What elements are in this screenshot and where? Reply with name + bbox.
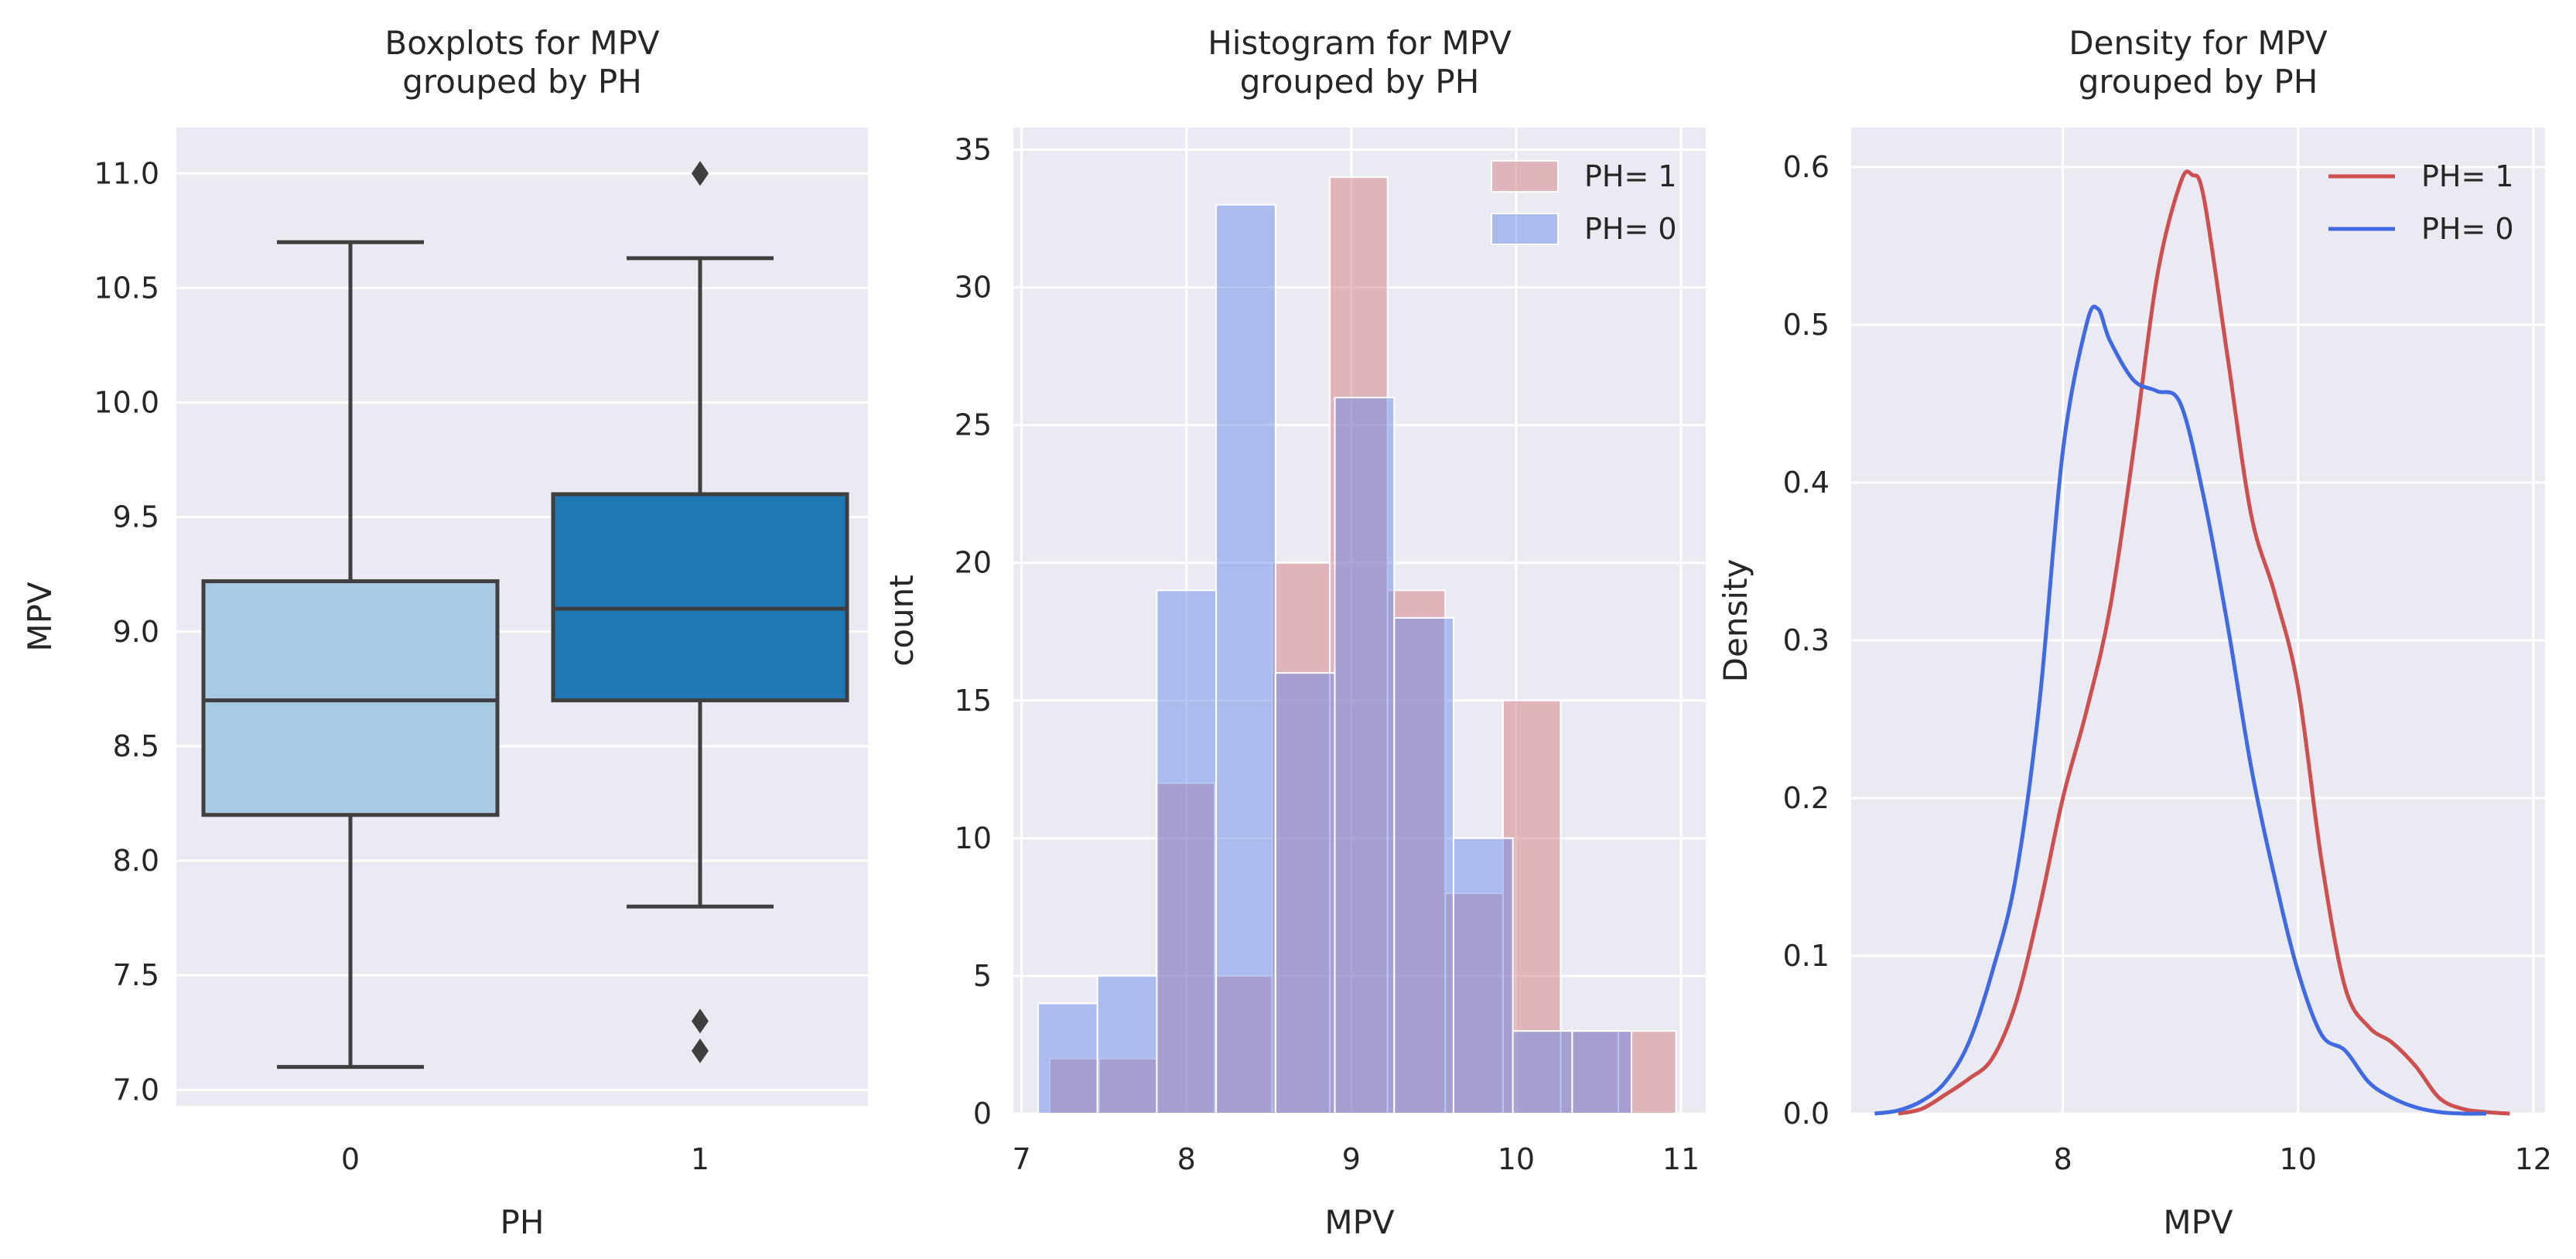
boxplot-x-tick-label: 1 [691,1142,709,1176]
histogram-y-tick-label: 5 [973,959,992,993]
density-y-tick-label: 0.2 [1783,781,1830,815]
boxplot-y-tick-label: 9.0 [113,615,159,649]
histogram-x-tick-label: 8 [1177,1142,1196,1176]
histogram-y-tick-label: 25 [955,408,992,442]
box-outlier-point [692,161,709,186]
histogram-x-tick-label: 7 [1013,1142,1031,1176]
histogram-legend-label: PH= 1 [1584,159,1677,193]
histogram-x-axis-label: MPV [1324,1203,1395,1241]
histogram-legend-swatch [1491,213,1559,245]
histogram-bar [1274,672,1336,1114]
histogram-y-tick-label: 20 [955,546,992,580]
boxplot-y-tick-label: 8.0 [113,844,159,878]
boxplot-y-tick-label: 7.5 [113,958,159,992]
density-x-tick-label: 10 [2280,1142,2317,1176]
histogram-bar [1393,616,1454,1114]
density-y-tick-label: 0.1 [1783,939,1830,973]
chart-title: Histogram for MPV grouped by PH [1208,24,1512,101]
density-y-tick-label: 0.0 [1783,1097,1830,1131]
boxplot-y-axis-label: MPV [21,582,59,652]
histogram-y-tick-label: 35 [955,132,992,166]
density-y-tick-label: 0.5 [1783,308,1830,342]
density-panel [1851,128,2545,1114]
boxplot-y-tick-label: 10.5 [94,271,159,305]
histogram-bar [1096,974,1158,1114]
histogram-x-tick-label: 9 [1342,1142,1361,1176]
boxplot-y-tick-label: 9.5 [113,500,159,534]
histogram-x-tick-label: 10 [1498,1142,1535,1176]
boxplot-x-axis-label: PH [501,1203,545,1241]
density-x-tick-label: 8 [2054,1142,2072,1176]
histogram-bar [1334,397,1396,1114]
histogram-x-tick-label: 11 [1662,1142,1700,1176]
density-series-line [1898,169,2510,1116]
histogram-y-tick-label: 10 [955,821,992,855]
boxplot-y-tick-label: 7.0 [113,1073,159,1107]
histogram-y-tick-label: 30 [955,271,992,305]
density-legend-label: PH= 0 [2421,212,2514,246]
chart-title: Density for MPV grouped by PH [2069,24,2328,101]
density-series-line [1874,304,2486,1116]
histogram-legend-swatch [1491,160,1559,193]
box-outlier-point [692,1008,709,1034]
histogram-y-tick-label: 15 [955,684,992,718]
histogram-bar [1571,1030,1633,1114]
histogram-legend-label: PH= 0 [1584,212,1677,246]
histogram-bar [1037,1002,1098,1114]
density-y-tick-label: 0.6 [1783,150,1830,184]
density-legend-label: PH= 1 [2421,159,2514,193]
density-x-tick-label: 12 [2515,1142,2552,1176]
box-iqr [201,579,500,817]
box-outlier-point [692,1038,709,1063]
boxplot-y-tick-label: 8.5 [113,729,159,763]
density-x-axis-label: MPV [2163,1203,2233,1241]
histogram-y-tick-label: 0 [973,1097,992,1131]
chart-title: Boxplots for MPV grouped by PH [384,24,659,101]
boxplot-y-tick-label: 10.0 [94,386,159,420]
density-y-axis-label: Density [1717,559,1754,683]
boxplot-x-tick-label: 0 [341,1142,360,1176]
density-y-tick-label: 0.4 [1783,466,1830,500]
density-y-tick-label: 0.3 [1783,623,1830,657]
box-iqr [551,492,849,703]
boxplot-y-tick-label: 11.0 [94,156,159,190]
histogram-bar [1156,589,1218,1114]
histogram-y-axis-label: count [883,575,921,667]
histogram-bar [1215,203,1276,1114]
histogram-bar [1512,1030,1573,1114]
histogram-bar [1452,837,1514,1114]
